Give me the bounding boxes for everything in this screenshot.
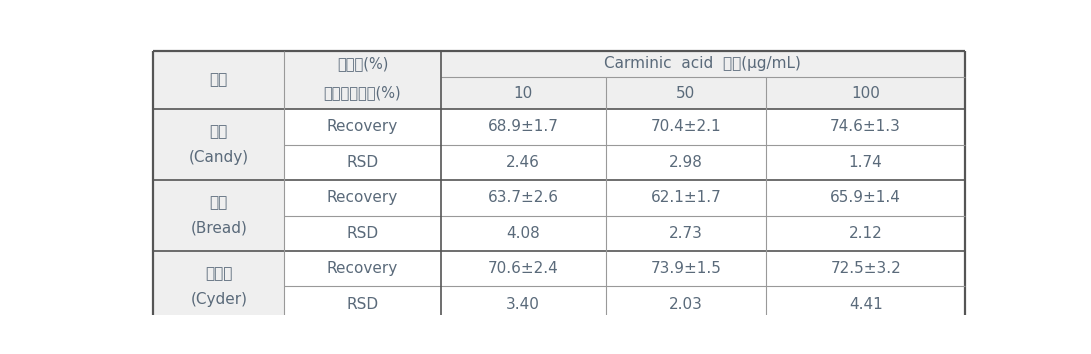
Bar: [285, 51, 441, 77]
Text: 사이다: 사이다: [205, 266, 232, 281]
Text: 10: 10: [514, 86, 532, 101]
Text: 4.41: 4.41: [849, 297, 883, 312]
Text: 3.40: 3.40: [506, 297, 540, 312]
Bar: [153, 109, 285, 180]
Text: 100: 100: [851, 86, 880, 101]
Bar: [285, 216, 964, 251]
Text: Recovery: Recovery: [327, 190, 398, 205]
Text: RSD: RSD: [347, 155, 379, 170]
Bar: [441, 51, 964, 77]
Bar: [285, 286, 964, 322]
Text: 72.5±3.2: 72.5±3.2: [830, 261, 901, 276]
Text: (Candy): (Candy): [189, 150, 249, 165]
Bar: [153, 180, 285, 251]
Text: 74.6±1.3: 74.6±1.3: [830, 120, 901, 135]
Text: 70.4±2.1: 70.4±2.1: [650, 120, 721, 135]
Text: RSD: RSD: [347, 226, 379, 241]
Text: 70.6±2.4: 70.6±2.4: [488, 261, 559, 276]
Text: 식품: 식품: [209, 73, 228, 87]
Text: 65.9±1.4: 65.9±1.4: [830, 190, 901, 205]
Text: 2.03: 2.03: [669, 297, 703, 312]
Bar: [285, 77, 441, 109]
Bar: [153, 51, 285, 109]
Text: 2.98: 2.98: [669, 155, 703, 170]
Text: 62.1±1.7: 62.1±1.7: [650, 190, 721, 205]
Bar: [285, 109, 964, 145]
Bar: [285, 145, 964, 180]
Bar: [441, 77, 964, 109]
Text: 4.08: 4.08: [506, 226, 540, 241]
Text: 68.9±1.7: 68.9±1.7: [488, 120, 559, 135]
Text: 50: 50: [676, 86, 696, 101]
Text: Recovery: Recovery: [327, 261, 398, 276]
Text: 회수율(%): 회수율(%): [337, 56, 388, 72]
Text: Carminic  acid  농도(μg/mL): Carminic acid 농도(μg/mL): [604, 56, 801, 72]
Text: 사탕: 사탕: [209, 125, 228, 139]
Bar: [285, 180, 964, 216]
Text: (Cyder): (Cyder): [190, 292, 248, 307]
Text: 1.74: 1.74: [849, 155, 883, 170]
Bar: [153, 251, 285, 322]
Text: (Bread): (Bread): [190, 221, 248, 236]
Text: 2.12: 2.12: [849, 226, 883, 241]
Text: 2.46: 2.46: [506, 155, 540, 170]
Text: 73.9±1.5: 73.9±1.5: [650, 261, 721, 276]
Text: 식빵: 식빵: [209, 195, 228, 210]
Text: 63.7±2.6: 63.7±2.6: [488, 190, 559, 205]
Text: 2.73: 2.73: [669, 226, 703, 241]
Bar: [285, 251, 964, 286]
Text: 상대표준편차(%): 상대표준편차(%): [324, 86, 401, 101]
Text: Recovery: Recovery: [327, 120, 398, 135]
Text: RSD: RSD: [347, 297, 379, 312]
